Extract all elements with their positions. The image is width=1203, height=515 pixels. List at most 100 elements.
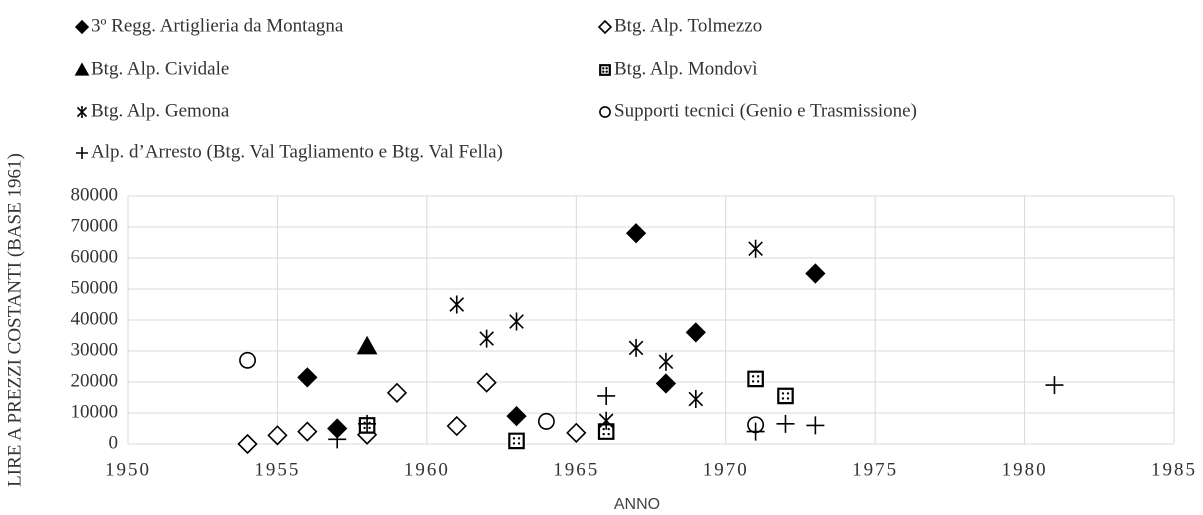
marker-shape <box>358 414 377 433</box>
marker-dot <box>517 437 521 440</box>
marker <box>597 423 615 440</box>
x-tick-label: 1975 <box>852 459 898 480</box>
marker <box>625 223 647 244</box>
y-tick-label: 40000 <box>71 308 119 329</box>
marker <box>74 62 90 76</box>
legend-entry: Btg. Alp. Tolmezzo <box>597 15 762 36</box>
marker <box>628 338 644 357</box>
marker <box>446 415 467 437</box>
marker-dot <box>751 375 755 378</box>
marker-shape <box>688 390 704 409</box>
marker <box>76 106 88 118</box>
marker-dot <box>756 380 760 383</box>
marker-shape <box>76 147 88 159</box>
marker-shape <box>74 62 90 76</box>
marker-shape <box>537 412 555 430</box>
marker-shape <box>599 64 611 76</box>
marker <box>449 295 465 314</box>
marker <box>476 372 497 393</box>
marker-dot <box>605 67 608 70</box>
marker-shape <box>476 372 497 393</box>
x-tick-label: 1980 <box>1002 459 1048 480</box>
marker-dot <box>786 397 790 400</box>
marker-dot <box>512 437 516 440</box>
y-tick-label: 60000 <box>71 246 119 267</box>
marker-shape <box>76 106 88 118</box>
marker <box>237 433 258 455</box>
marker-dot <box>786 392 790 395</box>
marker <box>267 425 288 446</box>
marker <box>76 147 88 159</box>
y-tick-label: 10000 <box>71 401 119 422</box>
y-tick-label: 50000 <box>71 277 119 298</box>
marker-shape <box>297 421 318 442</box>
marker <box>358 414 377 433</box>
legend-label: Btg. Alp. Tolmezzo <box>614 15 762 36</box>
legend-label: 3º Regg. Artiglieria da Montagna <box>91 15 344 36</box>
marker-shape <box>806 416 825 435</box>
x-axis-label: ANNO <box>614 496 660 513</box>
x-tick-label: 1950 <box>105 459 151 480</box>
marker-shape <box>566 422 587 443</box>
marker-dot <box>363 426 366 430</box>
marker <box>508 432 525 450</box>
marker <box>599 64 611 76</box>
marker-shape <box>506 405 527 427</box>
marker <box>537 412 555 430</box>
y-tick-label: 30000 <box>71 339 119 360</box>
marker-shape <box>297 367 318 388</box>
marker <box>688 390 704 409</box>
marker-shape <box>658 352 674 371</box>
marker-shape <box>446 415 467 437</box>
marker-shape <box>655 373 677 394</box>
marker-shape <box>509 312 524 331</box>
marker-shape <box>267 425 288 446</box>
legend-entry: Btg. Alp. Gemona <box>76 100 230 121</box>
marker <box>748 239 763 258</box>
marker-dot <box>602 70 605 73</box>
marker-dot <box>605 70 608 73</box>
marker <box>509 312 524 331</box>
marker-shape <box>597 423 615 440</box>
legend-label: Btg. Alp. Mondovì <box>614 58 758 79</box>
marker-dot <box>602 427 605 431</box>
legend-label: Btg. Alp. Gemona <box>91 100 230 121</box>
marker-shape <box>479 329 494 348</box>
marker-shape <box>748 239 763 258</box>
y-tick-label: 70000 <box>71 215 119 236</box>
marker <box>747 370 764 388</box>
marker-dot <box>602 432 605 436</box>
marker-shape <box>685 322 706 343</box>
x-tick-label: 1970 <box>703 459 749 480</box>
legend-label: Supporti tecnici (Genio e Trasmissione) <box>614 100 917 121</box>
marker-shape <box>386 382 408 403</box>
marker <box>685 322 706 343</box>
marker-shape <box>746 422 765 441</box>
marker <box>328 430 347 449</box>
marker-shape <box>776 414 795 433</box>
y-tick-label: 20000 <box>71 370 119 391</box>
legend-entry: Btg. Alp. Cividale <box>74 58 229 79</box>
x-tick-label: 1965 <box>553 459 599 480</box>
marker <box>479 329 494 348</box>
y-tick-label: 80000 <box>71 184 119 205</box>
marker-dot <box>607 427 610 431</box>
marker <box>597 386 616 405</box>
y-axis-label: LIRE A PREZZI COSTANTI (BASE 1961) <box>4 153 25 487</box>
marker-shape <box>628 338 644 357</box>
marker-dot <box>751 380 755 383</box>
marker <box>506 405 527 427</box>
marker-dot <box>607 432 610 436</box>
marker-dot <box>781 397 785 400</box>
marker <box>597 19 613 35</box>
marker-shape <box>74 19 90 35</box>
marker <box>776 414 795 433</box>
marker-shape <box>356 335 378 355</box>
marker <box>805 263 826 284</box>
marker-shape <box>805 263 826 284</box>
marker <box>297 421 318 442</box>
marker <box>566 422 587 443</box>
marker-dot <box>602 67 605 70</box>
marker <box>297 367 318 388</box>
